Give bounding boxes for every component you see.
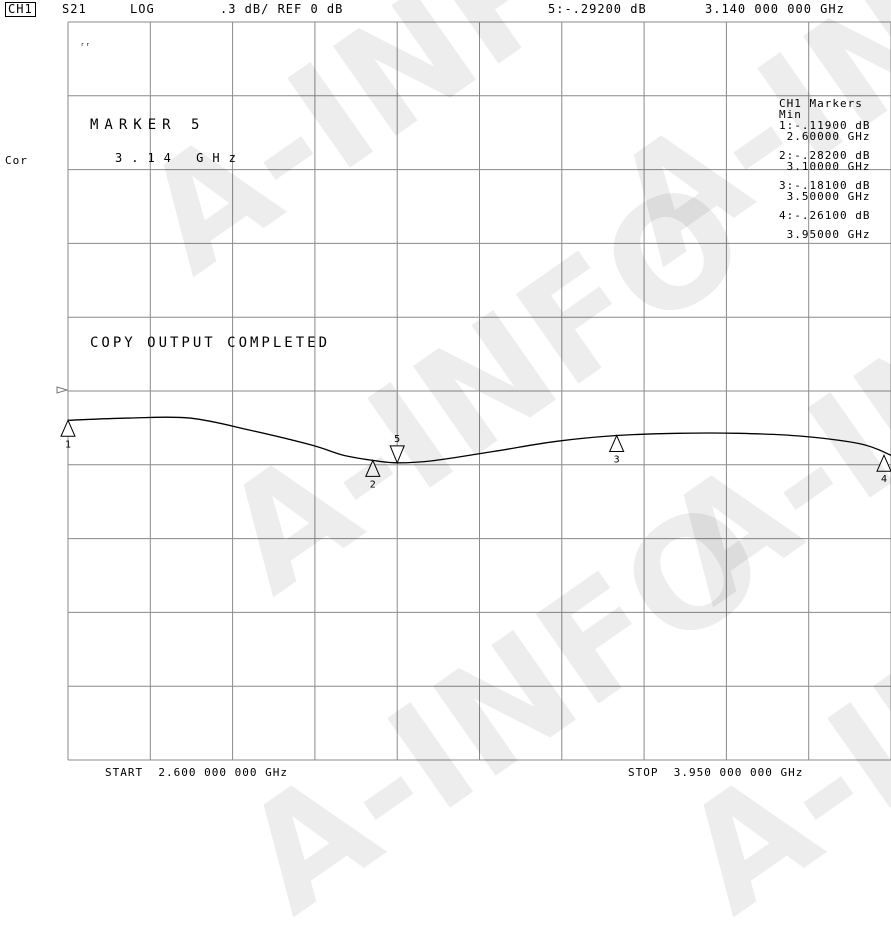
marker-list-line: 3.10000 GHz [779,161,870,172]
marker-5-symbol [390,446,404,463]
marker-symbols: 1 2 3 4 5 [61,420,891,490]
marker-2-symbol [366,460,380,476]
marker-4-symbol [877,455,891,471]
marker-box-frequency: 3.14 GHz [115,151,245,165]
marker-4-label: 4 [881,474,887,485]
marker-3-symbol [610,436,624,452]
marker-2-label: 2 [370,479,376,490]
status-message: COPY OUTPUT COMPLETED [90,335,330,351]
reference-position-arrow [57,387,67,393]
marker-1-label: 1 [65,439,71,450]
marker-list-line: 4:-.26100 dB [779,210,870,221]
marker-list-line: 2.60000 GHz [779,131,870,142]
marker-1-symbol [61,420,75,436]
marker-box-title: MARKER 5 [90,117,205,133]
marker-list-line: 3.95000 GHz [779,229,870,240]
marker-list: CH1 Markers Min 1:-.11900 dB 2.60000 GHz 2… [779,98,870,240]
marker-3-label: 3 [614,455,620,466]
marker-5-label: 5 [394,434,400,445]
start-frequency: START 2.600 000 000 GHz [105,766,288,779]
stop-frequency: STOP 3.950 000 000 GHz [628,766,803,779]
marker-list-line: 3.50000 GHz [779,191,870,202]
